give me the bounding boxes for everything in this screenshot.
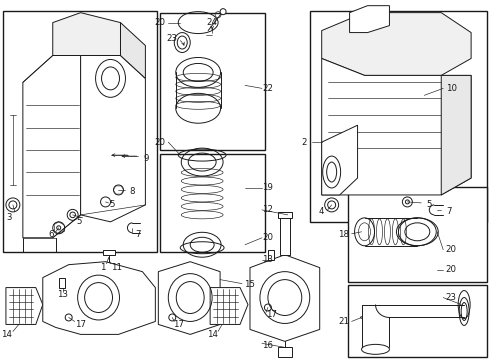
- Text: 11: 11: [111, 263, 122, 272]
- Polygon shape: [53, 13, 121, 55]
- Text: 14: 14: [1, 330, 12, 339]
- Text: 5: 5: [76, 217, 81, 226]
- Polygon shape: [322, 58, 471, 195]
- Polygon shape: [6, 288, 43, 324]
- Bar: [278, 347, 292, 357]
- Text: 14: 14: [207, 330, 218, 339]
- Bar: [160, 154, 265, 252]
- Text: 3: 3: [6, 213, 12, 222]
- Text: 9: 9: [144, 154, 149, 163]
- Text: 10: 10: [446, 84, 457, 93]
- Bar: [310, 11, 487, 222]
- Text: 5: 5: [426, 201, 432, 210]
- Bar: [347, 285, 487, 357]
- Circle shape: [220, 9, 226, 15]
- Text: 18: 18: [338, 230, 349, 239]
- Text: 5: 5: [110, 201, 115, 210]
- Text: 23: 23: [167, 34, 178, 43]
- Bar: [347, 187, 487, 282]
- Text: 23: 23: [446, 293, 457, 302]
- Bar: [278, 212, 292, 218]
- Polygon shape: [81, 55, 146, 222]
- Bar: [280, 213, 290, 255]
- Bar: [59, 278, 65, 288]
- Text: 1: 1: [100, 263, 105, 272]
- Text: 20: 20: [446, 265, 457, 274]
- Text: 19: 19: [263, 184, 273, 193]
- Text: 20: 20: [263, 233, 273, 242]
- Text: 7: 7: [136, 230, 141, 239]
- Polygon shape: [43, 262, 155, 334]
- Text: 6: 6: [48, 230, 53, 239]
- Polygon shape: [441, 75, 471, 195]
- Text: 24: 24: [207, 18, 218, 27]
- Text: 20: 20: [446, 245, 457, 254]
- Polygon shape: [349, 6, 390, 32]
- Text: 12: 12: [263, 206, 273, 215]
- Text: 2: 2: [301, 138, 307, 147]
- Polygon shape: [23, 55, 81, 238]
- Text: 20: 20: [155, 138, 166, 147]
- Text: 4: 4: [319, 207, 324, 216]
- Text: 13: 13: [57, 290, 68, 299]
- Polygon shape: [250, 255, 319, 341]
- Text: 13: 13: [263, 255, 273, 264]
- Bar: [102, 250, 115, 255]
- Polygon shape: [322, 13, 471, 75]
- Text: 8: 8: [130, 188, 135, 197]
- Text: 22: 22: [263, 84, 273, 93]
- Bar: [3, 11, 157, 252]
- Bar: [160, 13, 265, 150]
- Text: 17: 17: [173, 320, 184, 329]
- Text: 7: 7: [446, 207, 452, 216]
- Text: 21: 21: [338, 317, 349, 326]
- Polygon shape: [210, 288, 248, 324]
- Text: 17: 17: [75, 320, 86, 329]
- Text: 20: 20: [155, 18, 166, 27]
- Text: 15: 15: [245, 280, 255, 289]
- Text: 17: 17: [267, 310, 277, 319]
- Text: 16: 16: [263, 341, 273, 350]
- Polygon shape: [322, 125, 358, 195]
- Polygon shape: [158, 262, 220, 334]
- Bar: [268, 250, 274, 260]
- Polygon shape: [121, 23, 146, 78]
